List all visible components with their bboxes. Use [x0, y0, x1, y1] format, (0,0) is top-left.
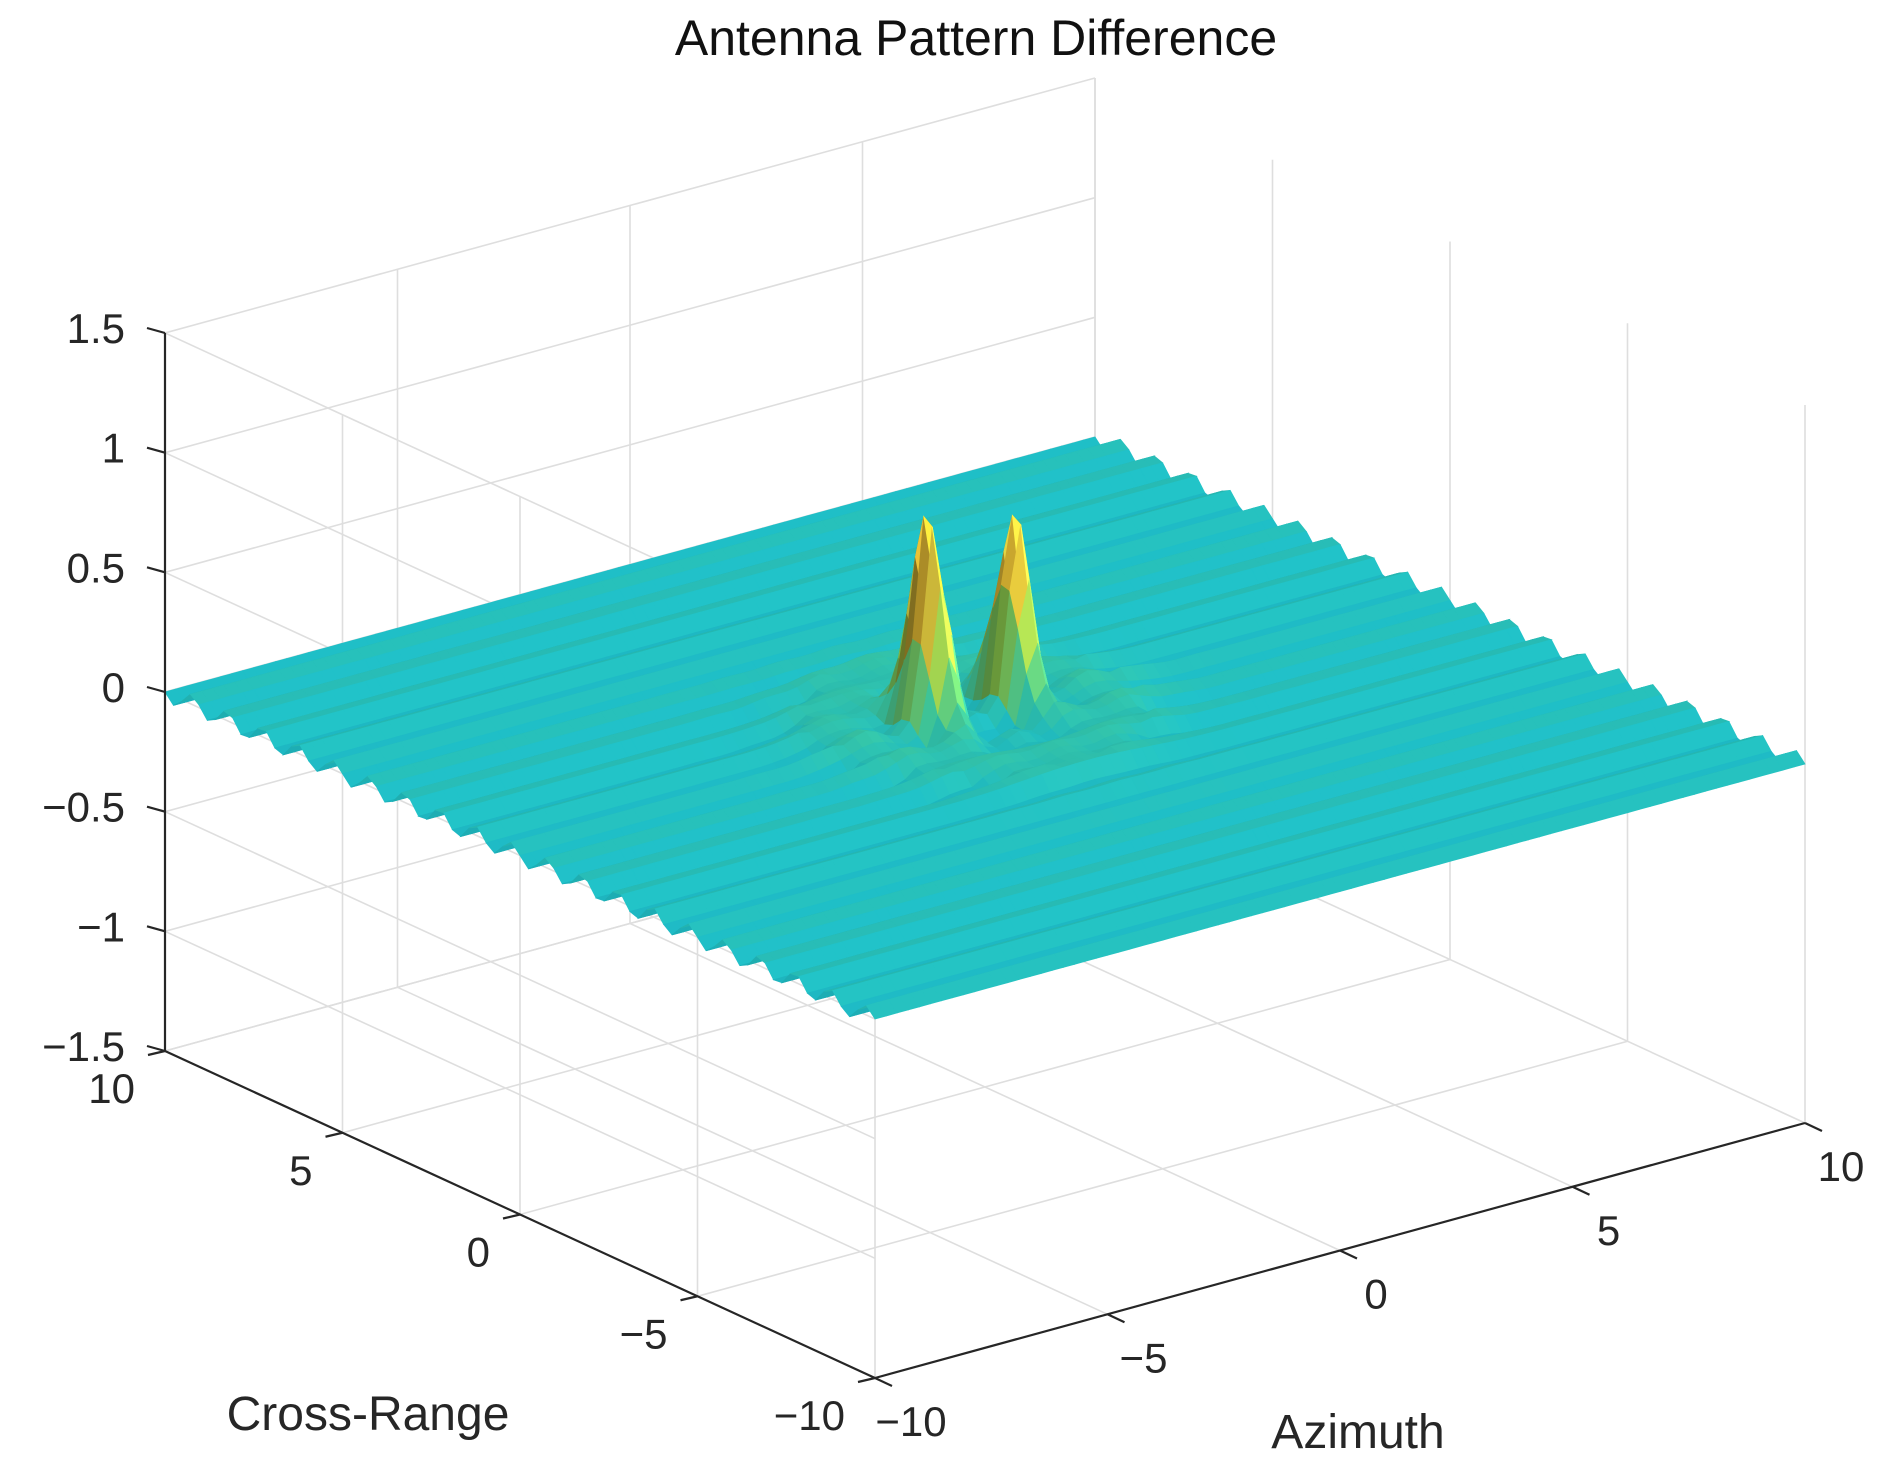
surface [164, 436, 1806, 1020]
chart-title: Antenna Pattern Difference [675, 10, 1277, 66]
